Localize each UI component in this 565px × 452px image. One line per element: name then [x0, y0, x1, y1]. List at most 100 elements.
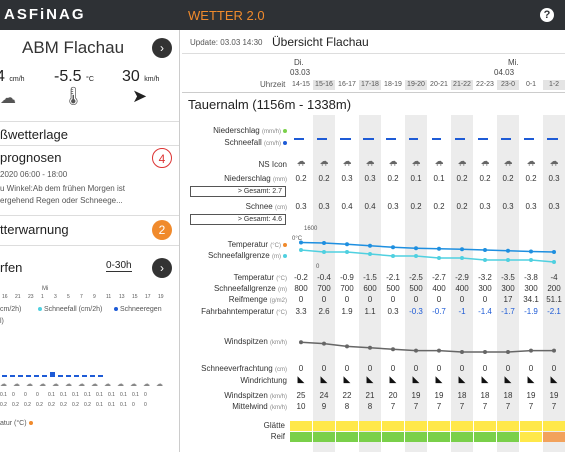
snowfall-bar: [409, 138, 418, 140]
windspitzen-cell: 18: [480, 391, 490, 400]
verfrachtung-cell: 0: [528, 364, 534, 373]
snowfall-bar: [478, 138, 488, 140]
mittelwind-cell: 7: [459, 402, 465, 411]
snowline-line: [300, 249, 555, 263]
prognosen-section[interactable]: prognosen 4 2020 06:00 - 18:00 u Winkel:…: [0, 146, 179, 216]
mini-hours-row: 16 21 23 1 3 5 7 9 11 13 15 17 19: [0, 294, 179, 302]
snow-cloud-icon: ☁: [457, 156, 467, 166]
mini-bar: [98, 375, 103, 377]
hour-column-bg: [451, 115, 473, 452]
hour-header: 15-16: [313, 80, 335, 90]
app-title: WETTER 2.0: [188, 8, 265, 23]
mini-row-2: 0.2 0.2 0.2 0.2 0.2 0.2 0.2 0.2 0.1 0.1 0.1 0 0: [0, 402, 179, 410]
mini-value: 0.2: [60, 402, 67, 408]
reif-cell: [543, 432, 565, 442]
hour-header: 14-15: [292, 81, 310, 88]
mittelwind-cell: 7: [482, 402, 488, 411]
fahrbahn-cell: -2.1: [547, 307, 561, 316]
schnee-cell: 0.4: [364, 202, 376, 211]
windspitzen-point: [506, 350, 510, 354]
verfrachtung-cell: 0: [551, 364, 557, 373]
mini-icons-row: ☁ ☁ ☁ ☁ ☁ ☁ ☁ ☁ ☁ ☁ ☁ ☁ ☁: [0, 380, 179, 390]
fahrbahn-cell: -1.9: [524, 307, 538, 316]
windspitzen-cell: 18: [503, 391, 513, 400]
chevron-right-icon[interactable]: ›: [152, 38, 172, 58]
mini-hour: 16: [2, 294, 8, 300]
glaette-cell: [497, 421, 520, 431]
snowfall-bar: [432, 138, 441, 140]
schnee-cell: 0.4: [341, 202, 353, 211]
wind-arrow-icon: ◣: [481, 374, 489, 384]
windspitzen-cell: 19: [434, 391, 444, 400]
hour-column-bg: [313, 115, 335, 452]
temperatur-cell: -3.5: [501, 273, 515, 282]
warnung-section[interactable]: tterwarnung 2: [0, 216, 179, 246]
snowflake-icon: * *: [413, 164, 419, 170]
reifmenge-cell: 0: [298, 295, 304, 304]
snowflake-icon: * *: [298, 164, 304, 170]
mittelwind-cell: 8: [344, 402, 350, 411]
verfrachtung-cell: 0: [505, 364, 511, 373]
wind-arrow-icon: ◣: [435, 374, 443, 384]
snowline-point: [414, 254, 418, 258]
temperatur-cell: -2.9: [455, 273, 469, 282]
mini-value: 0.1: [96, 392, 103, 398]
snowflake-icon: * *: [436, 164, 442, 170]
windspitzen-cell: 21: [365, 391, 375, 400]
reif-cell: [359, 432, 382, 442]
snowline-point: [322, 250, 326, 254]
windspitzen-cell: 25: [296, 391, 306, 400]
mini-cloud-icon: ☁: [117, 381, 124, 388]
glaette-cell: [359, 421, 382, 431]
snowline-point: [368, 252, 372, 256]
page-title: Übersicht Flachau: [272, 35, 369, 49]
temp-value: -5.5: [54, 68, 82, 85]
mini-cloud-icon: ☁: [52, 381, 59, 388]
mini-value: 0.1: [132, 392, 139, 398]
mini-value: 0.2: [84, 402, 91, 408]
range-selector[interactable]: 0-30h: [106, 260, 132, 272]
glaette-cell: [474, 421, 497, 431]
schneefallgrenze-cell: 500: [409, 284, 423, 293]
mini-hour: 13: [119, 294, 125, 300]
windspitzen-cell: 19: [549, 391, 559, 400]
temperature-point: [529, 249, 533, 254]
glaette-cell: [290, 421, 313, 431]
mini-value: 0.1: [108, 392, 115, 398]
wind-value: 30: [122, 68, 140, 85]
snowflake-icon: * *: [459, 164, 465, 170]
reifmenge-cell: 34.1: [523, 295, 539, 304]
schnee-cell: 0.3: [479, 202, 491, 211]
mini-bar: [34, 375, 39, 377]
gesamt-niederschlag-button[interactable]: > Gesamt: 2.7: [190, 186, 286, 197]
windspitzen-point: [529, 348, 533, 353]
temperatur-cell: -0.2: [294, 273, 308, 282]
mini-value: 0.1: [120, 402, 127, 408]
mittelwind-cell: 8: [367, 402, 373, 411]
hour-header: 17-18: [359, 80, 381, 90]
schnee-cell: 0.2: [410, 202, 422, 211]
gesamt-schnee-button[interactable]: > Gesamt: 4.6: [190, 214, 286, 225]
mini-cloud-icon: ☁: [91, 381, 98, 388]
mini-cloud-icon: ☁: [104, 381, 111, 388]
reif-cell: [428, 432, 451, 442]
snowfall-bar: [547, 138, 558, 140]
mini-cloud-icon: ☁: [78, 381, 85, 388]
fahrbahn-cell: -0.7: [432, 307, 446, 316]
help-icon[interactable]: ?: [540, 8, 554, 22]
mini-cloud-icon: ☁: [13, 381, 20, 388]
wind-direction-icon: ➤: [132, 86, 148, 106]
fahrbahn-cell: 0.3: [387, 307, 399, 316]
prognosen-badge: 4: [152, 148, 172, 168]
windspitzen-cell: 22: [342, 391, 352, 400]
temperatur-cell: -2.5: [409, 273, 423, 282]
grosswetterlage-section[interactable]: ßwetterlage: [0, 122, 179, 146]
mini-value: 0: [24, 392, 27, 398]
temperatur-cell: -2.7: [432, 273, 446, 282]
chevron-right-icon[interactable]: ›: [152, 258, 172, 278]
windspitzen-point: [437, 348, 441, 353]
mini-cloud-icon: ☁: [130, 381, 137, 388]
mini-cloud-icon: ☁: [0, 381, 7, 388]
glaette-cell: [382, 421, 405, 431]
mini-bar: [58, 375, 63, 377]
